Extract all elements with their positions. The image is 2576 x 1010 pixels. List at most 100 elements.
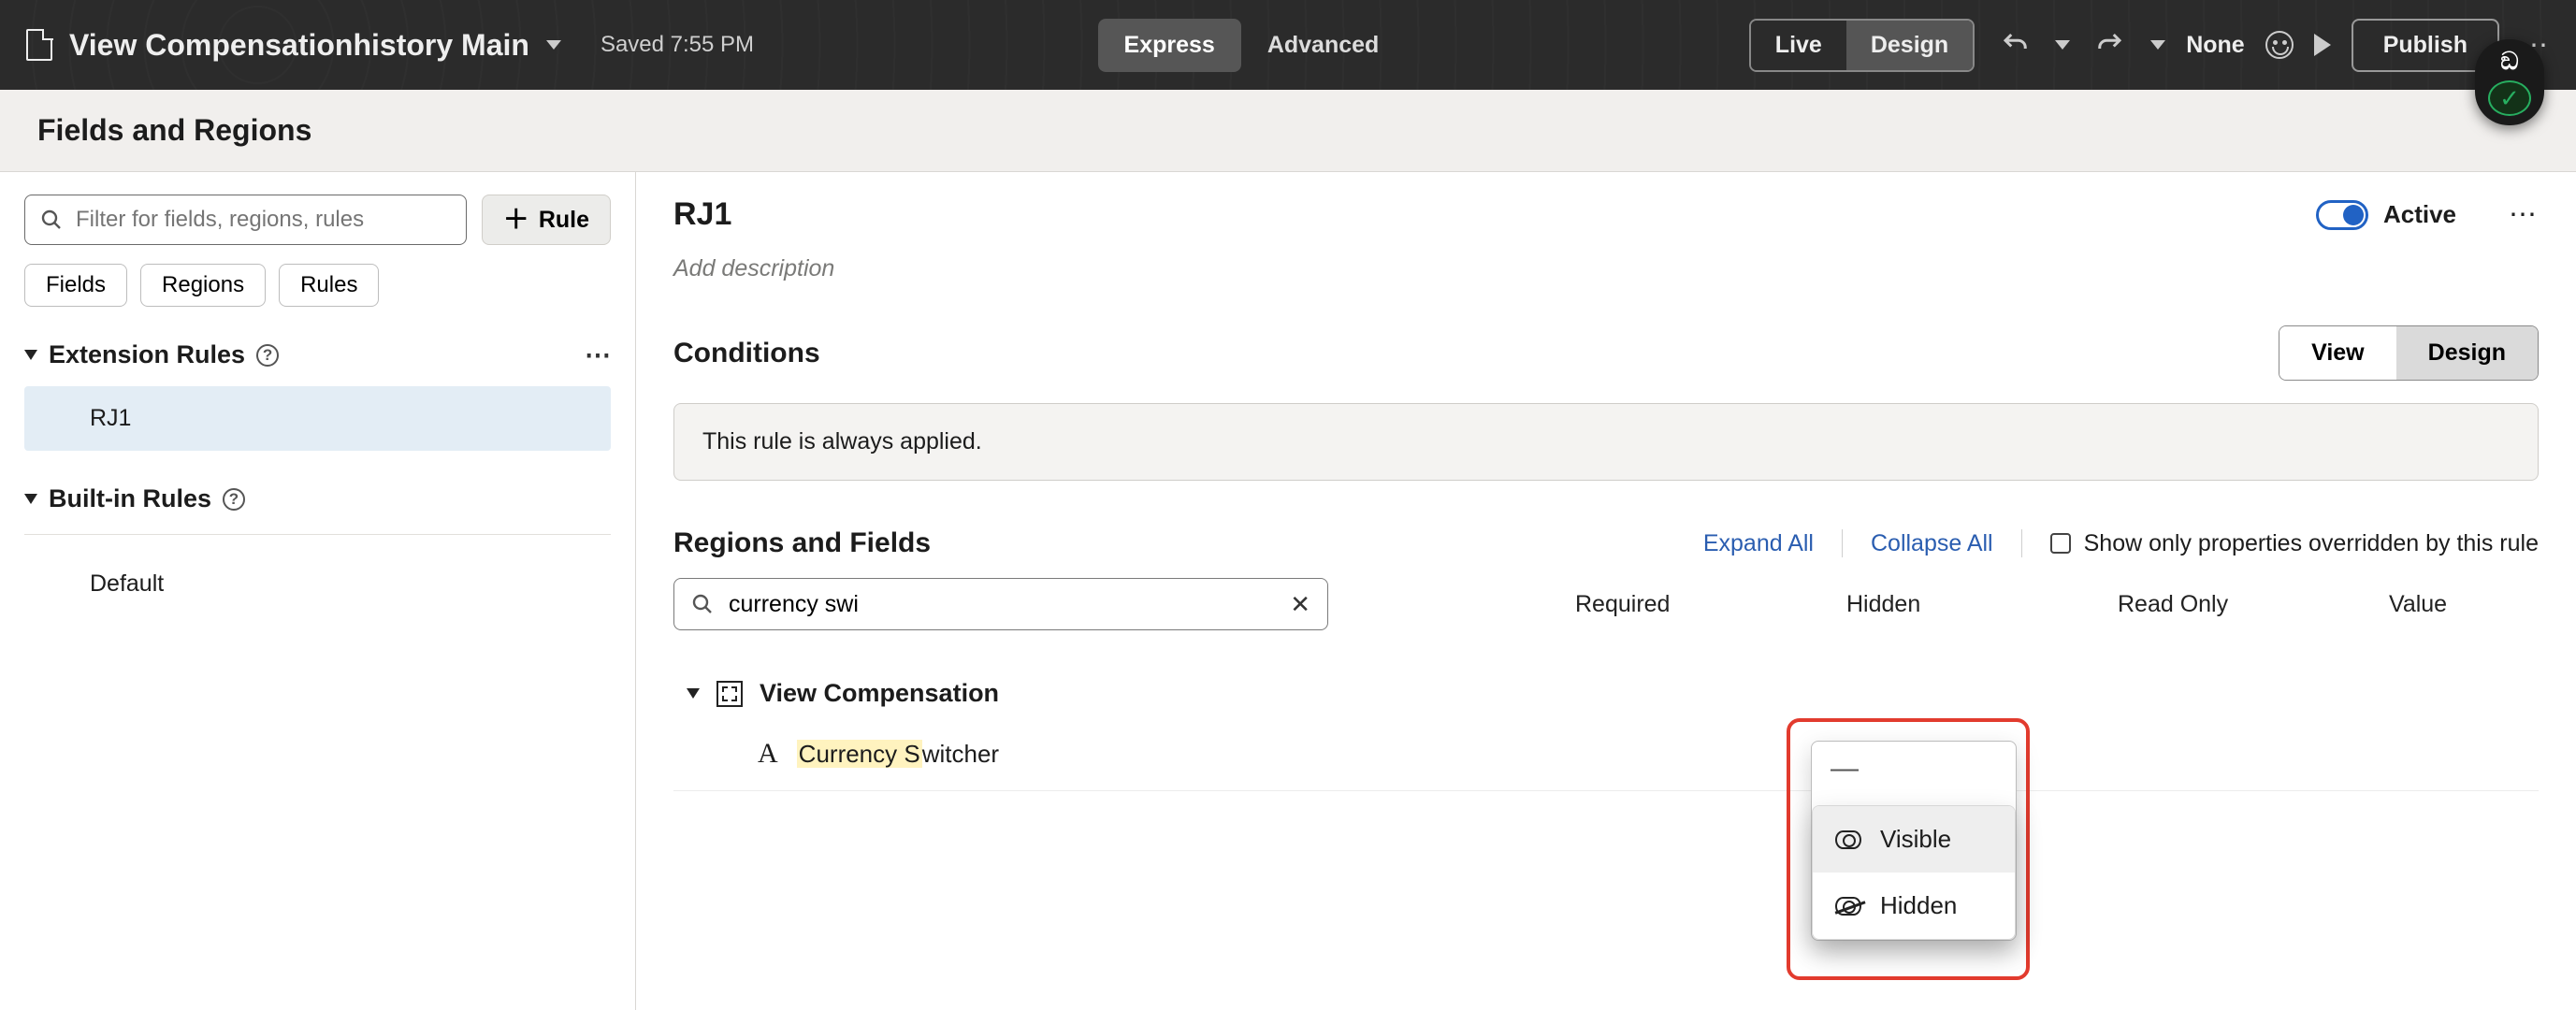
add-rule-button[interactable]: ＋ Rule bbox=[482, 195, 611, 245]
active-switch[interactable] bbox=[2316, 200, 2368, 230]
rule-overflow-icon[interactable]: ⋯ bbox=[2509, 198, 2539, 231]
conditions-header-row: Conditions View Design bbox=[673, 325, 2539, 381]
rule-item-default[interactable]: Default bbox=[24, 552, 611, 616]
visible-icon bbox=[1835, 830, 1861, 849]
mode-express-button[interactable]: Express bbox=[1098, 19, 1241, 72]
active-toggle-group: Active bbox=[2316, 200, 2456, 230]
redo-icon bbox=[2096, 30, 2124, 58]
rule-header: RJ1 Active ⋯ bbox=[673, 196, 2539, 233]
sidebar-toolbar: ＋ Rule bbox=[24, 195, 611, 245]
collapse-all-link[interactable]: Collapse All bbox=[1871, 530, 1993, 557]
region-label: View Compensation bbox=[760, 679, 999, 708]
plus-icon: ＋ bbox=[503, 207, 529, 233]
section-header: Fields and Regions bbox=[0, 90, 2576, 172]
clear-search-icon[interactable]: ✕ bbox=[1290, 590, 1310, 619]
mode-toggle: Express Advanced bbox=[1098, 19, 1406, 72]
search-icon bbox=[40, 209, 63, 231]
section-overflow-icon[interactable]: ⋯ bbox=[585, 339, 611, 370]
view-design-toggle: View Design bbox=[2279, 325, 2539, 381]
design-button[interactable]: Design bbox=[1846, 21, 1973, 70]
builtin-rules-label: Built-in Rules bbox=[49, 484, 211, 513]
mode-advanced-button[interactable]: Advanced bbox=[1241, 19, 1405, 72]
rule-name: RJ1 bbox=[673, 196, 731, 233]
conditions-box: This rule is always applied. bbox=[673, 403, 2539, 481]
live-design-toggle: Live Design bbox=[1749, 19, 1975, 72]
builtin-rules-header[interactable]: Built-in Rules ? bbox=[24, 484, 611, 513]
filter-pills: Fields Regions Rules bbox=[24, 264, 611, 307]
pill-rules[interactable]: Rules bbox=[279, 264, 379, 307]
hidden-current-value: — bbox=[1831, 753, 1859, 785]
divider bbox=[2021, 529, 2022, 557]
expand-icon bbox=[687, 688, 700, 699]
pill-fields[interactable]: Fields bbox=[24, 264, 127, 307]
extension-rules-header[interactable]: Extension Rules ? ⋯ bbox=[24, 340, 611, 369]
redo-menu-icon[interactable] bbox=[2150, 40, 2165, 50]
field-label: Currency Switcher bbox=[797, 740, 999, 769]
undo-menu-icon[interactable] bbox=[2055, 40, 2070, 50]
top-bar: View Compensationhistory Main Saved 7:55… bbox=[0, 0, 2576, 90]
divider bbox=[24, 534, 611, 535]
undo-icon bbox=[2001, 30, 2029, 58]
show-overridden-label: Show only properties overridden by this … bbox=[2084, 530, 2539, 557]
rule-description-placeholder[interactable]: Add description bbox=[673, 255, 2539, 282]
document-icon bbox=[26, 29, 52, 61]
add-rule-label: Rule bbox=[539, 207, 589, 234]
extension-rules-label: Extension Rules bbox=[49, 340, 245, 369]
live-button[interactable]: Live bbox=[1751, 21, 1846, 70]
collapse-icon bbox=[24, 494, 37, 504]
checkbox-icon bbox=[2050, 533, 2071, 554]
undo-button[interactable] bbox=[1995, 24, 2034, 66]
topbar-right: Live Design None Publish ⋯ bbox=[1749, 19, 2550, 72]
col-readonly: Read Only bbox=[2118, 591, 2267, 618]
sidebar: ＋ Rule Fields Regions Rules Extension Ru… bbox=[0, 172, 636, 1010]
regions-fields-search[interactable]: ✕ bbox=[673, 578, 1328, 630]
col-value: Value bbox=[2389, 591, 2539, 618]
page-title: View Compensationhistory Main bbox=[69, 28, 529, 63]
extension-rules-section: Extension Rules ? ⋯ RJ1 bbox=[24, 340, 611, 451]
badge-check-icon: ✓ bbox=[2488, 80, 2531, 116]
feedback-icon[interactable] bbox=[2265, 31, 2294, 59]
col-required: Required bbox=[1575, 591, 1725, 618]
region-row[interactable]: View Compensation bbox=[673, 670, 2539, 717]
column-headers: Required Hidden Read Only Value bbox=[1575, 591, 2539, 618]
regions-fields-title: Regions and Fields bbox=[673, 527, 931, 559]
conditions-title: Conditions bbox=[673, 338, 820, 369]
page-title-group: View Compensationhistory Main bbox=[26, 28, 561, 63]
option-hidden-label: Hidden bbox=[1880, 891, 1957, 920]
region-icon bbox=[716, 681, 743, 707]
saved-status: Saved 7:55 PM bbox=[601, 32, 754, 58]
info-icon[interactable]: ? bbox=[223, 488, 245, 511]
active-label: Active bbox=[2383, 200, 2456, 229]
redo-button[interactable] bbox=[2091, 24, 2130, 66]
option-visible-label: Visible bbox=[1880, 825, 1951, 854]
hidden-dropdown: — Visible Hidden bbox=[1811, 741, 2017, 941]
fields-tree: View Compensation A Currency Switcher bbox=[673, 670, 2539, 791]
info-icon[interactable]: ? bbox=[256, 344, 279, 367]
collapse-icon bbox=[24, 350, 37, 360]
main-panel: RJ1 Active ⋯ Add description Conditions … bbox=[636, 172, 2576, 1010]
filter-input-wrapper[interactable] bbox=[24, 195, 467, 245]
preview-icon[interactable] bbox=[2314, 34, 2331, 56]
builtin-rules-section: Built-in Rules ? Default bbox=[24, 484, 611, 616]
text-field-icon: A bbox=[758, 738, 778, 770]
hidden-dropdown-trigger[interactable]: — bbox=[1812, 742, 2016, 796]
title-dropdown-icon[interactable] bbox=[546, 40, 561, 50]
regions-fields-search-input[interactable] bbox=[729, 591, 1275, 618]
section-title: Fields and Regions bbox=[37, 113, 311, 148]
conditions-view-button[interactable]: View bbox=[2279, 326, 2396, 380]
badge-logo-icon: ඞ bbox=[2500, 47, 2518, 77]
rule-item-rj1[interactable]: RJ1 bbox=[24, 386, 611, 451]
filter-input[interactable] bbox=[76, 207, 451, 233]
regions-fields-header-row: Regions and Fields Expand All Collapse A… bbox=[673, 527, 2539, 559]
pill-regions[interactable]: Regions bbox=[140, 264, 266, 307]
show-overridden-checkbox[interactable]: Show only properties overridden by this … bbox=[2050, 530, 2539, 557]
status-floating-badge: ඞ ✓ bbox=[2475, 39, 2544, 125]
layout-none-label[interactable]: None bbox=[2186, 32, 2245, 59]
divider bbox=[1842, 529, 1843, 557]
expand-all-link[interactable]: Expand All bbox=[1703, 530, 1814, 557]
field-row[interactable]: A Currency Switcher bbox=[673, 717, 2539, 791]
conditions-design-button[interactable]: Design bbox=[2396, 326, 2538, 380]
dropdown-option-visible[interactable]: Visible bbox=[1813, 806, 2015, 873]
dropdown-option-hidden[interactable]: Hidden bbox=[1813, 873, 2015, 939]
search-icon bbox=[691, 593, 714, 615]
